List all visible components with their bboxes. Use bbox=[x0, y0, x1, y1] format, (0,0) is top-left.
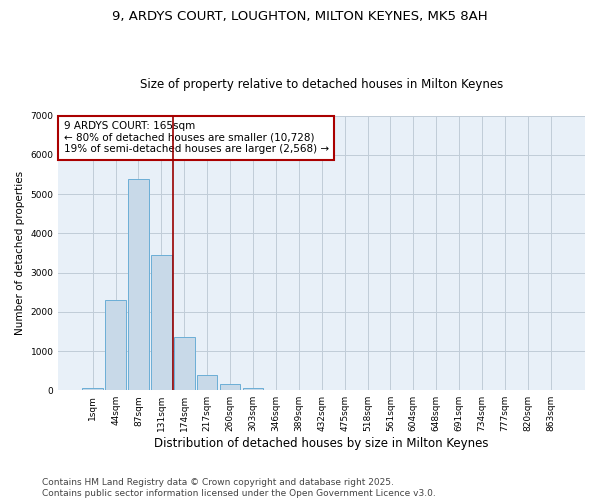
Bar bbox=[105, 300, 126, 390]
Bar bbox=[197, 374, 217, 390]
Bar bbox=[151, 255, 172, 390]
Text: 9 ARDYS COURT: 165sqm
← 80% of detached houses are smaller (10,728)
19% of semi-: 9 ARDYS COURT: 165sqm ← 80% of detached … bbox=[64, 122, 329, 154]
Bar bbox=[242, 388, 263, 390]
Text: Contains HM Land Registry data © Crown copyright and database right 2025.
Contai: Contains HM Land Registry data © Crown c… bbox=[42, 478, 436, 498]
Y-axis label: Number of detached properties: Number of detached properties bbox=[15, 171, 25, 335]
Bar bbox=[174, 338, 194, 390]
Bar bbox=[128, 178, 149, 390]
X-axis label: Distribution of detached houses by size in Milton Keynes: Distribution of detached houses by size … bbox=[154, 437, 489, 450]
Title: Size of property relative to detached houses in Milton Keynes: Size of property relative to detached ho… bbox=[140, 78, 503, 91]
Bar bbox=[82, 388, 103, 390]
Text: 9, ARDYS COURT, LOUGHTON, MILTON KEYNES, MK5 8AH: 9, ARDYS COURT, LOUGHTON, MILTON KEYNES,… bbox=[112, 10, 488, 23]
Bar bbox=[220, 384, 241, 390]
